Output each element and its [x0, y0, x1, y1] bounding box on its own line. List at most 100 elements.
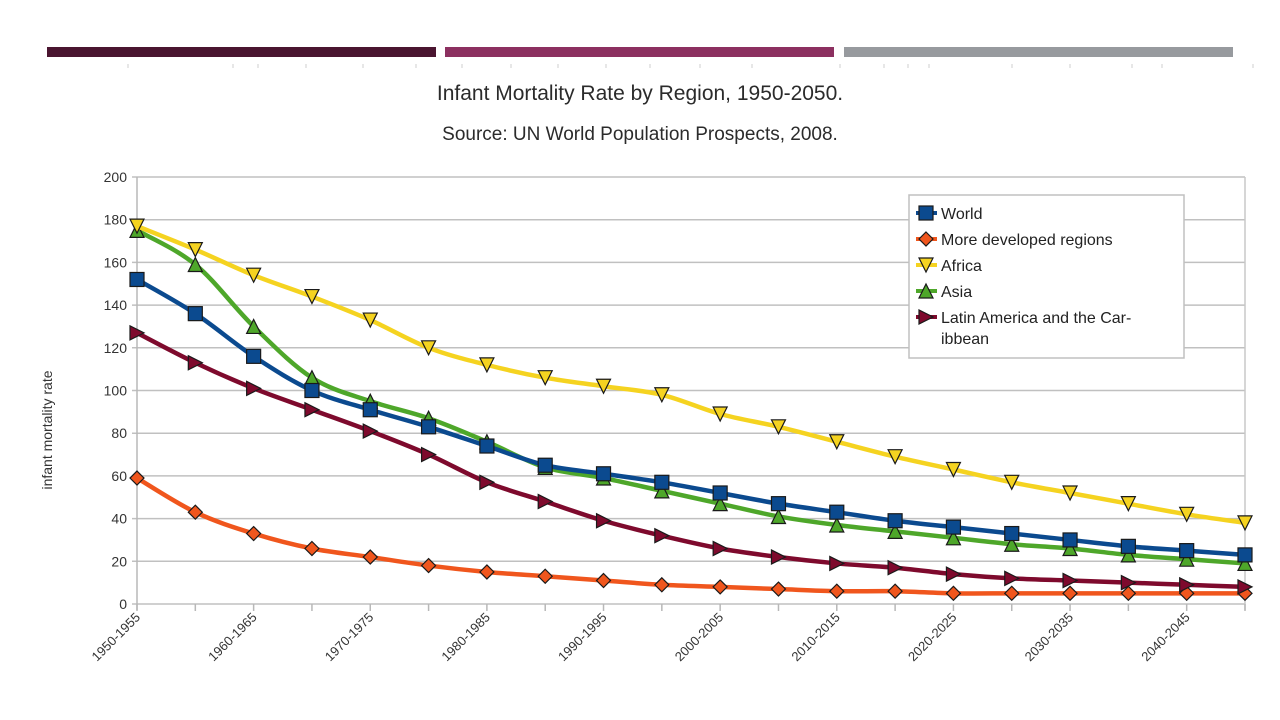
accent-bar-magenta — [445, 47, 834, 57]
series-world — [129, 271, 1253, 563]
y-tick-label: 120 — [104, 340, 128, 356]
data-point-asia — [1237, 555, 1253, 572]
chart-title: Infant Mortality Rate by Region, 1950-20… — [436, 82, 844, 105]
x-tick-label: 2040-2045 — [1138, 610, 1193, 665]
data-point-latin-america-and-the-caribbean — [362, 423, 379, 440]
chart-subtitle: Source: UN World Population Prospects, 2… — [442, 124, 838, 145]
legend-item-asia: Asia — [916, 282, 972, 301]
legend-marker-icon — [918, 282, 934, 299]
legend-marker-icon — [918, 309, 935, 325]
data-point-world — [1179, 543, 1195, 559]
x-tick-label: 2010-2015 — [788, 610, 843, 665]
data-point-latin-america-and-the-caribbean — [829, 555, 846, 572]
data-point-world — [654, 474, 670, 490]
data-point-world — [537, 457, 553, 473]
data-point-asia — [187, 256, 204, 273]
data-point-more-developed-regions — [537, 568, 554, 585]
x-tick-label: 1960-1965 — [205, 610, 260, 665]
x-axis: 1950-1955 1960-1965 1970-1975 1980-1985 1990… — [89, 604, 1246, 665]
legend-label: Africa — [941, 258, 982, 275]
data-point-africa — [303, 288, 320, 305]
data-point-more-developed-regions — [595, 572, 612, 589]
data-point-world — [770, 496, 787, 512]
accent-bar-plum — [47, 47, 436, 57]
data-point-world — [712, 485, 728, 501]
data-point-more-developed-regions — [945, 585, 962, 602]
data-point-world — [1004, 525, 1020, 542]
data-point-world — [887, 513, 903, 529]
y-tick-label: 100 — [104, 383, 128, 399]
x-tick-label: 1990-1995 — [555, 610, 610, 665]
data-point-africa — [1062, 485, 1079, 502]
data-point-more-developed-regions — [887, 583, 903, 600]
x-tick-label: 2000-2005 — [672, 610, 727, 665]
data-point-world — [246, 348, 262, 364]
accent-bar-gray — [844, 47, 1233, 57]
data-point-asia — [828, 516, 845, 533]
data-point-world — [1062, 532, 1078, 548]
data-point-asia — [945, 529, 962, 546]
data-point-latin-america-and-the-caribbean — [420, 446, 437, 463]
series-latin-america-and-the-caribbean — [129, 324, 1254, 595]
y-tick-label: 180 — [104, 212, 128, 228]
series-line-africa — [136, 224, 1246, 526]
series-lines — [129, 218, 1254, 602]
data-point-world — [1120, 538, 1136, 554]
legend-item-africa: Africa — [916, 257, 982, 275]
legend-label: More developed regions — [941, 232, 1113, 249]
data-point-more-developed-regions — [712, 579, 729, 595]
data-point-latin-america-and-the-caribbean — [1004, 570, 1021, 587]
data-point-africa — [945, 461, 962, 478]
data-point-africa — [1178, 506, 1195, 523]
legend-marker-icon — [918, 257, 934, 274]
data-point-latin-america-and-the-caribbean — [1237, 578, 1254, 595]
y-tick-label: 60 — [111, 468, 127, 484]
data-point-africa — [478, 357, 495, 374]
y-tick-label: 40 — [111, 511, 127, 527]
data-point-more-developed-regions — [420, 557, 437, 574]
x-tick-label: 1950-1955 — [89, 610, 144, 665]
data-point-africa — [1120, 496, 1137, 512]
legend-item-world: World — [916, 205, 983, 223]
data-point-world — [945, 519, 962, 535]
data-point-africa — [537, 370, 554, 387]
x-tick-label: 2020-2025 — [905, 610, 960, 665]
data-point-world — [362, 402, 378, 418]
data-point-world — [595, 466, 612, 482]
data-point-latin-america-and-the-caribbean — [246, 380, 262, 397]
x-tick-label: 2030-2035 — [1022, 610, 1077, 665]
legend-label: World — [941, 206, 983, 223]
x-tick-label: 1970-1975 — [322, 610, 377, 665]
data-point-more-developed-regions — [187, 504, 204, 521]
data-point-asia — [712, 495, 729, 512]
data-point-asia — [1062, 540, 1079, 557]
data-point-asia — [770, 508, 787, 525]
data-point-more-developed-regions — [770, 581, 787, 597]
data-point-africa — [1003, 474, 1020, 491]
x-tick-label: 1980-1985 — [438, 610, 493, 665]
data-point-asia — [887, 523, 904, 540]
series-line-asia — [135, 228, 1246, 566]
data-point-more-developed-regions — [245, 525, 262, 542]
data-point-africa — [653, 387, 670, 404]
legend-marker-icon — [918, 205, 934, 221]
data-point-more-developed-regions — [479, 564, 495, 580]
data-point-africa — [828, 434, 845, 451]
series-africa — [129, 218, 1253, 532]
data-point-latin-america-and-the-caribbean — [1062, 572, 1079, 589]
legend: World More developed regions Africa Asia Lat… — [908, 194, 1185, 359]
data-point-world — [829, 504, 845, 520]
data-point-world — [129, 271, 145, 288]
data-point-asia — [1003, 535, 1020, 552]
data-point-latin-america-and-the-caribbean — [595, 512, 612, 529]
data-point-latin-america-and-the-caribbean — [654, 527, 671, 544]
data-point-africa — [770, 419, 787, 436]
y-tick-label: 160 — [104, 254, 128, 270]
legend-box — [908, 194, 1185, 359]
data-point-world — [187, 306, 203, 322]
series-more-developed-regions — [129, 470, 1253, 602]
data-point-africa — [245, 267, 262, 284]
data-point-latin-america-and-the-caribbean — [1120, 574, 1137, 591]
y-axis-label: infant mortality rate — [39, 370, 55, 489]
